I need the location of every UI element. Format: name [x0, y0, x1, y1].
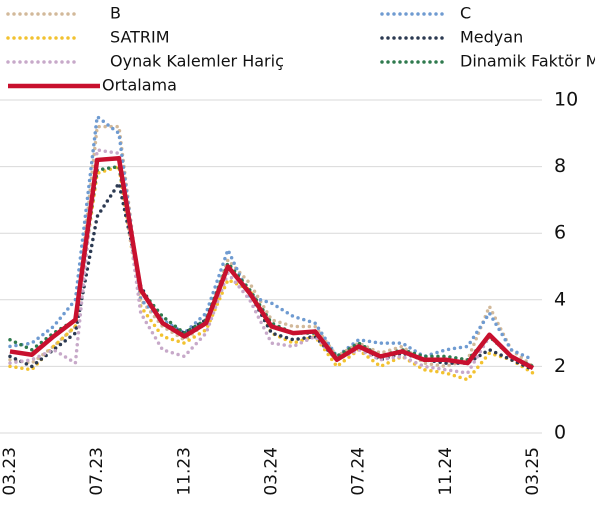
legend-label: SATRIM — [110, 28, 170, 47]
y-tick-label: 8 — [554, 155, 566, 177]
series-line — [8, 147, 535, 375]
x-tick-label: 11.23 — [174, 447, 194, 496]
legend-label: Medyan — [460, 28, 523, 47]
y-tick-label: 4 — [554, 288, 566, 310]
legend-label: Dinamik Faktör Modeli — [460, 52, 595, 71]
legend-label: Oynak Kalemler Hariç — [110, 52, 284, 71]
x-tick-label: 07.23 — [87, 447, 107, 496]
series-line — [8, 113, 535, 362]
legend-label: Ortalama — [102, 76, 177, 95]
y-tick-label: 0 — [554, 422, 566, 444]
x-tick-label: 07.24 — [349, 447, 369, 496]
x-tick-label: 03.25 — [523, 447, 543, 496]
legend-label: C — [460, 4, 471, 23]
series-line — [8, 178, 535, 372]
series-line — [9, 156, 535, 371]
y-tick-label: 2 — [554, 355, 566, 377]
x-tick-label: 03.23 — [0, 447, 20, 496]
x-tick-label: 03.24 — [262, 447, 282, 496]
y-tick-label: 10 — [554, 89, 578, 111]
x-tick-label: 11.24 — [436, 447, 456, 496]
legend-label: B — [110, 4, 121, 23]
y-tick-label: 6 — [554, 222, 566, 244]
